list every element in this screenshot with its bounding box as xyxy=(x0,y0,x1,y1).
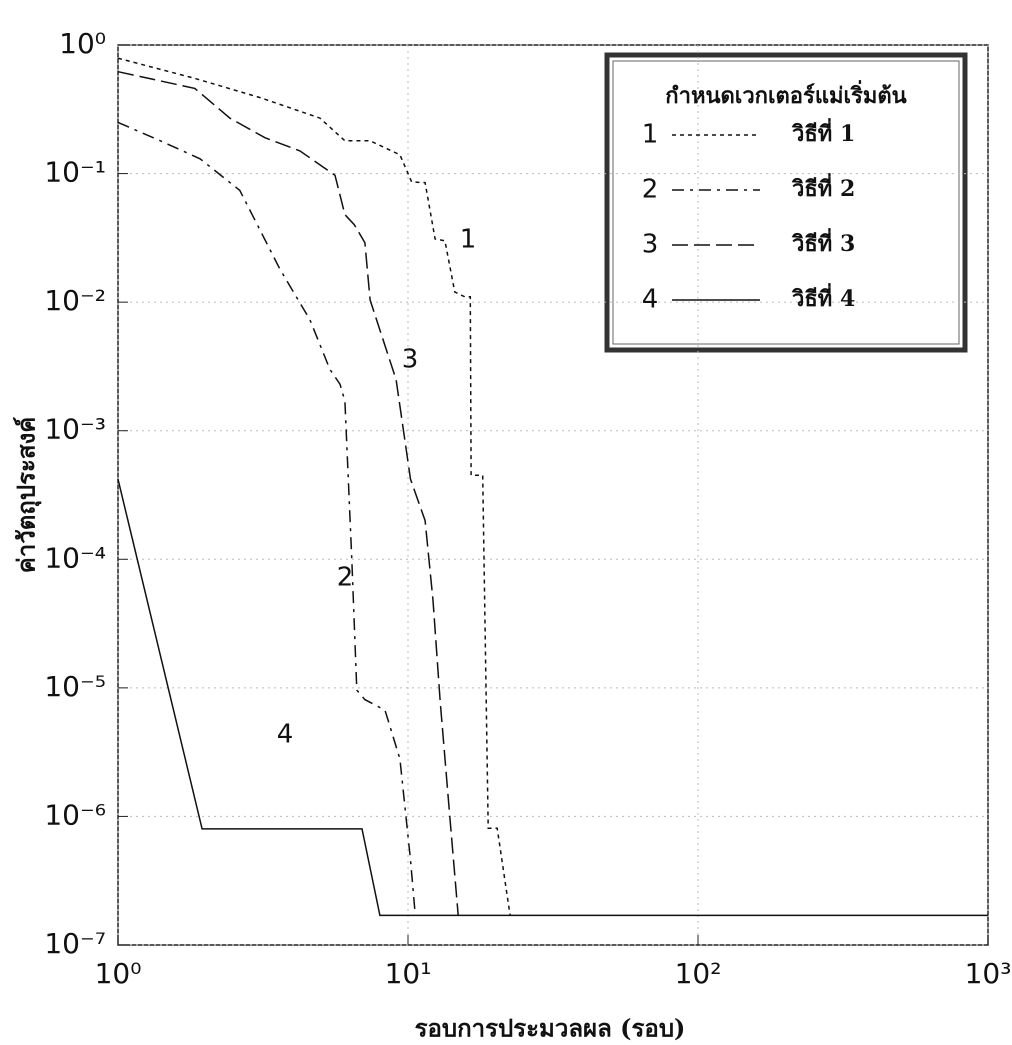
legend-label: วิธีที่ 2 xyxy=(791,172,855,202)
series-line xyxy=(117,70,459,916)
x-tick-label: 10³ xyxy=(965,957,1012,990)
y-tick-label: 10⁻⁴ xyxy=(44,541,106,574)
line-annotation: 1 xyxy=(460,225,477,255)
line-annotation: 4 xyxy=(277,720,294,750)
y-tick-label: 10⁻¹ xyxy=(44,156,106,189)
series-line xyxy=(117,479,988,917)
y-tick-label: 10⁻⁷ xyxy=(44,927,106,960)
line-annotation: 2 xyxy=(337,563,354,593)
y-tick-label: 10⁰ xyxy=(59,27,106,60)
line-annotation: 3 xyxy=(402,345,419,375)
legend-key: 3 xyxy=(642,230,659,260)
x-tick-label: 10¹ xyxy=(385,957,432,990)
legend-box xyxy=(604,52,968,353)
series-line xyxy=(117,57,511,916)
y-tick-label: 10⁻² xyxy=(44,284,106,317)
x-tick-label: 10⁰ xyxy=(95,957,142,990)
legend-inner xyxy=(612,60,960,345)
y-tick-label: 10⁻⁵ xyxy=(44,670,106,703)
x-axis-label: รอบการประมวลผล (รอบ) xyxy=(415,1014,686,1043)
y-tick-label: 10⁻⁶ xyxy=(44,798,106,831)
legend-key: 1 xyxy=(642,120,659,150)
legend-label: วิธีที่ 4 xyxy=(791,282,855,312)
legend-key: 4 xyxy=(642,285,659,315)
legend-key: 2 xyxy=(642,175,659,205)
y-axis-label: ค่าวัตถุประสงค์ xyxy=(12,417,43,574)
legend-title: กำหนดเวกเตอร์แม่เริ่มต้น xyxy=(665,79,906,109)
legend-label: วิธีที่ 1 xyxy=(791,117,855,147)
x-tick-label: 10² xyxy=(675,957,722,990)
y-tick-label: 10⁻³ xyxy=(44,413,106,446)
legend-label: วิธีที่ 3 xyxy=(791,227,855,257)
series-line xyxy=(117,121,417,916)
